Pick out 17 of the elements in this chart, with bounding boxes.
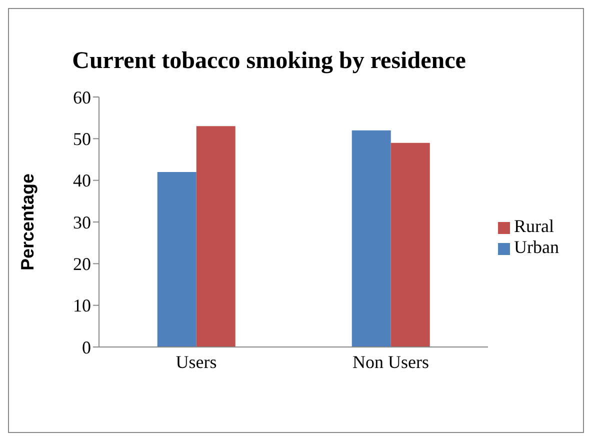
y-tick-label: 50 bbox=[73, 129, 91, 150]
y-tick-label: 40 bbox=[73, 170, 91, 191]
bar bbox=[196, 126, 236, 347]
bar bbox=[157, 172, 196, 347]
legend-label: Rural bbox=[514, 216, 554, 236]
y-tick-label: 60 bbox=[73, 87, 91, 108]
y-tick-label: 20 bbox=[73, 254, 91, 274]
x-tick-label: Non Users bbox=[352, 352, 430, 372]
bar bbox=[390, 142, 430, 347]
y-tick-label: 10 bbox=[73, 296, 91, 316]
legend-label: Urban bbox=[514, 237, 559, 257]
x-tick-label: Users bbox=[176, 352, 217, 372]
chart-title: Current tobacco smoking by residence bbox=[71, 47, 467, 76]
bar bbox=[352, 130, 391, 347]
y-tick-label: 30 bbox=[73, 212, 91, 232]
y-axis-title: Percentage bbox=[17, 173, 38, 271]
y-tick-label: 0 bbox=[82, 337, 91, 358]
